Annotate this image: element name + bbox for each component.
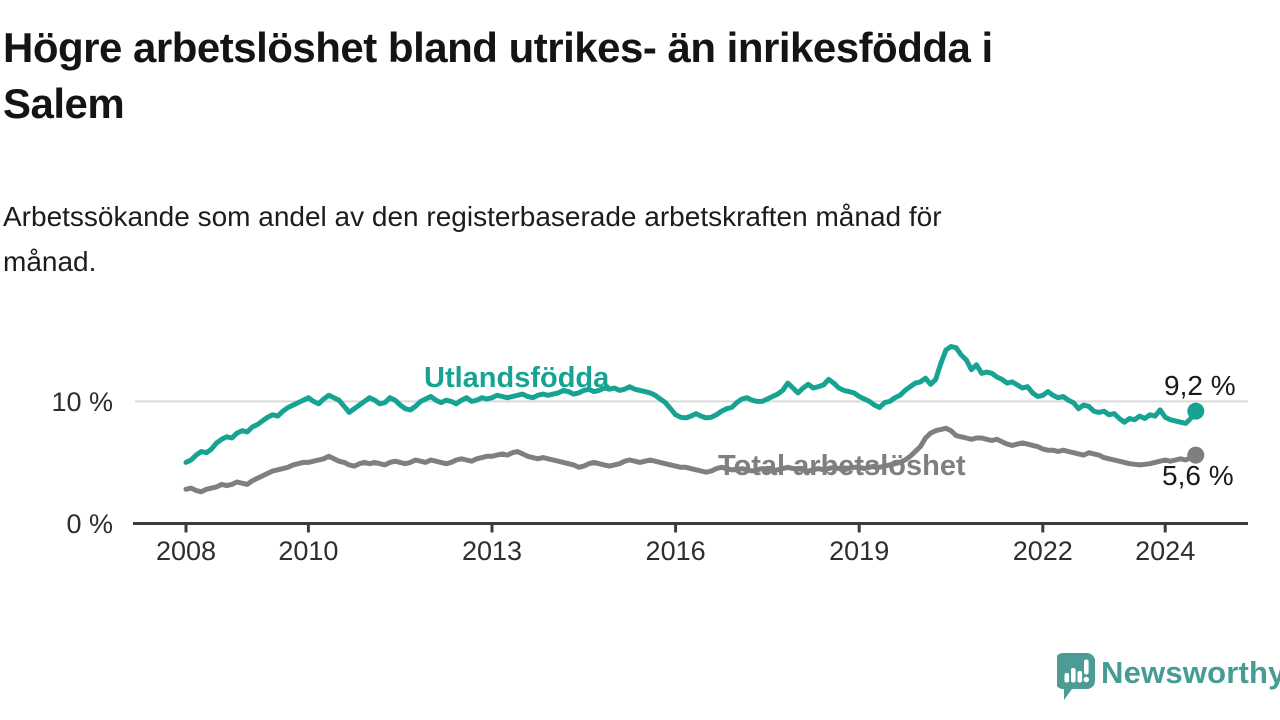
y-axis-label-0: 0 % bbox=[66, 509, 113, 539]
series-line-total bbox=[183, 425, 1199, 495]
x-tick-label-2019: 2019 bbox=[829, 536, 890, 566]
x-tick-label-2016: 2016 bbox=[645, 536, 706, 566]
newsworthy-logo-text: Newsworthy bbox=[1101, 655, 1280, 690]
x-tick-label-2010: 2010 bbox=[278, 536, 339, 566]
newsworthy-logo-icon bbox=[1057, 653, 1095, 700]
series-label-total: Total arbetslöshet bbox=[718, 450, 966, 482]
title-line-2: Salem bbox=[3, 80, 125, 127]
series-line-utlandsfodda bbox=[183, 344, 1199, 465]
speech-bubble-shape bbox=[1057, 653, 1095, 700]
logo-exclamation-bar bbox=[1084, 659, 1089, 675]
logo-bar-3 bbox=[1077, 671, 1083, 683]
logo-bar-1 bbox=[1064, 673, 1070, 683]
x-tick-label-2022: 2022 bbox=[1012, 536, 1073, 566]
logo-exclamation-dot bbox=[1083, 676, 1089, 683]
y-axis-label-10: 10 % bbox=[51, 387, 113, 417]
value-label-total: 5,6 % bbox=[1162, 460, 1234, 491]
subtitle-line-2: månad. bbox=[3, 246, 97, 277]
page-title: Högre arbetslöshet bland utrikes- än inr… bbox=[3, 20, 993, 132]
end-dot-utlandsfodda bbox=[1187, 402, 1205, 420]
value-label-utlandsfodda: 9,2 % bbox=[1164, 370, 1236, 401]
x-tick-label-2008: 2008 bbox=[155, 536, 217, 566]
subtitle-line-1: Arbetssökande som andel av den registerb… bbox=[3, 201, 942, 232]
x-tick-label-2013: 2013 bbox=[461, 536, 523, 566]
series-label-utlandsfodda: Utlandsfödda bbox=[424, 362, 610, 394]
title-line-1: Högre arbetslöshet bland utrikes- än inr… bbox=[3, 24, 993, 71]
logo-bar-2 bbox=[1071, 668, 1076, 683]
chart-subtitle: Arbetssökande som andel av den registerb… bbox=[3, 194, 942, 284]
end-dot-total bbox=[1187, 446, 1205, 464]
x-tick-label-2024: 2024 bbox=[1135, 536, 1196, 566]
